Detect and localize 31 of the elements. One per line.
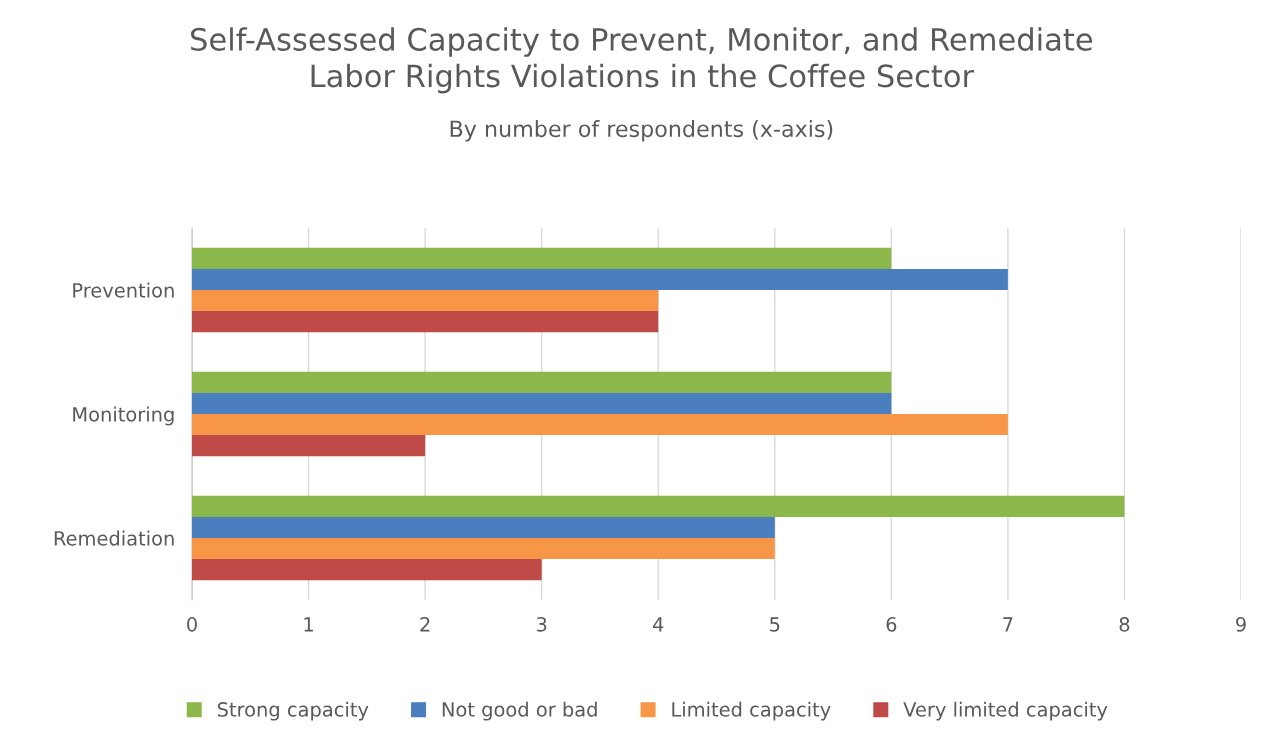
bar bbox=[192, 435, 426, 457]
bar bbox=[192, 311, 659, 333]
x-tick-label: 0 bbox=[187, 617, 197, 632]
bar bbox=[192, 414, 1008, 436]
legend-label: Not good or bad bbox=[442, 701, 597, 721]
bar bbox=[192, 371, 892, 393]
bar bbox=[192, 495, 1125, 517]
x-tick-label: 8 bbox=[1119, 617, 1130, 632]
bar bbox=[192, 247, 892, 269]
x-tick-label: 1 bbox=[304, 617, 313, 632]
y-tick-label: Monitoring bbox=[73, 406, 174, 426]
legend-label: Very limited capacity bbox=[903, 701, 1108, 721]
x-tick-label: 4 bbox=[652, 617, 664, 632]
x-tick-label: 6 bbox=[886, 617, 897, 632]
bar bbox=[192, 516, 775, 538]
bar bbox=[192, 290, 659, 312]
bar bbox=[192, 268, 1008, 290]
legend-label: Strong capacity bbox=[217, 701, 369, 721]
bar bbox=[192, 559, 542, 581]
y-tick-label: Remediation bbox=[54, 530, 174, 546]
x-tick-label: 9 bbox=[1236, 617, 1246, 632]
x-tick-label: 5 bbox=[770, 617, 780, 632]
y-tick-label: Prevention bbox=[73, 282, 174, 298]
x-tick-label: 2 bbox=[420, 617, 430, 632]
legend-label: Limited capacity bbox=[672, 701, 831, 721]
bar bbox=[192, 392, 892, 414]
bar bbox=[192, 538, 775, 560]
chart-subtitle: By number of respondents (x-axis) bbox=[450, 119, 833, 142]
x-tick-label: 7 bbox=[1003, 617, 1013, 632]
x-tick-label: 3 bbox=[536, 617, 547, 632]
chart-title: Self-Assessed Capacity to Prevent, Monitor, and Remediate Labor Rights Violations in the Coffee Sector bbox=[191, 27, 1093, 94]
